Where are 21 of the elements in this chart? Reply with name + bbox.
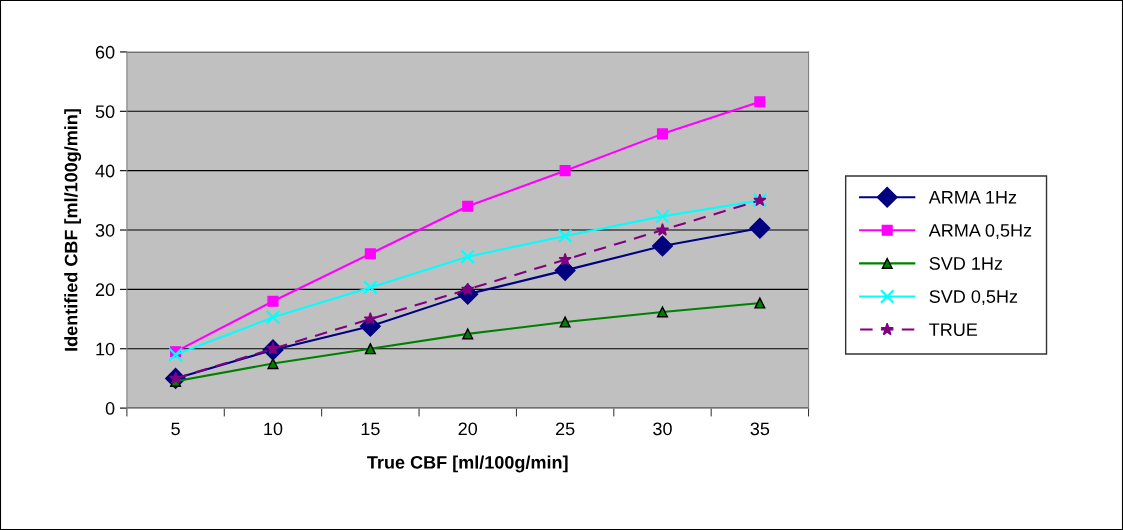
x-tick-label: 15 bbox=[361, 422, 380, 436]
legend-label: TRUE bbox=[929, 323, 978, 337]
y-tick-label: 50 bbox=[95, 105, 115, 119]
y-tick-label: 20 bbox=[95, 283, 115, 297]
x-tick-label: 20 bbox=[458, 422, 478, 436]
legend-label: SVD 1Hz bbox=[929, 257, 1003, 270]
y-tick-label: 0 bbox=[105, 402, 115, 415]
legend-label: SVD 0,5Hz bbox=[929, 290, 1018, 306]
x-tick-label: 25 bbox=[555, 422, 575, 436]
y-tick-label: 30 bbox=[95, 223, 115, 237]
x-tick-label: 5 bbox=[171, 422, 180, 436]
y-axis-title: Identified CBF [ml/100g/min] bbox=[64, 109, 82, 351]
y-tick-label: 40 bbox=[95, 164, 115, 178]
x-tick-label: 35 bbox=[750, 422, 770, 436]
x-tick-label: 10 bbox=[264, 422, 283, 436]
x-tick-label: 30 bbox=[653, 422, 672, 436]
x-axis-title: True CBF [ml/100g/min] bbox=[367, 455, 568, 473]
y-tick-label: 10 bbox=[96, 342, 115, 356]
y-tick-label: 60 bbox=[95, 45, 115, 59]
legend-label: ARMA 1Hz bbox=[928, 191, 1017, 204]
legend-label: ARMA 0,5Hz bbox=[928, 223, 1032, 239]
